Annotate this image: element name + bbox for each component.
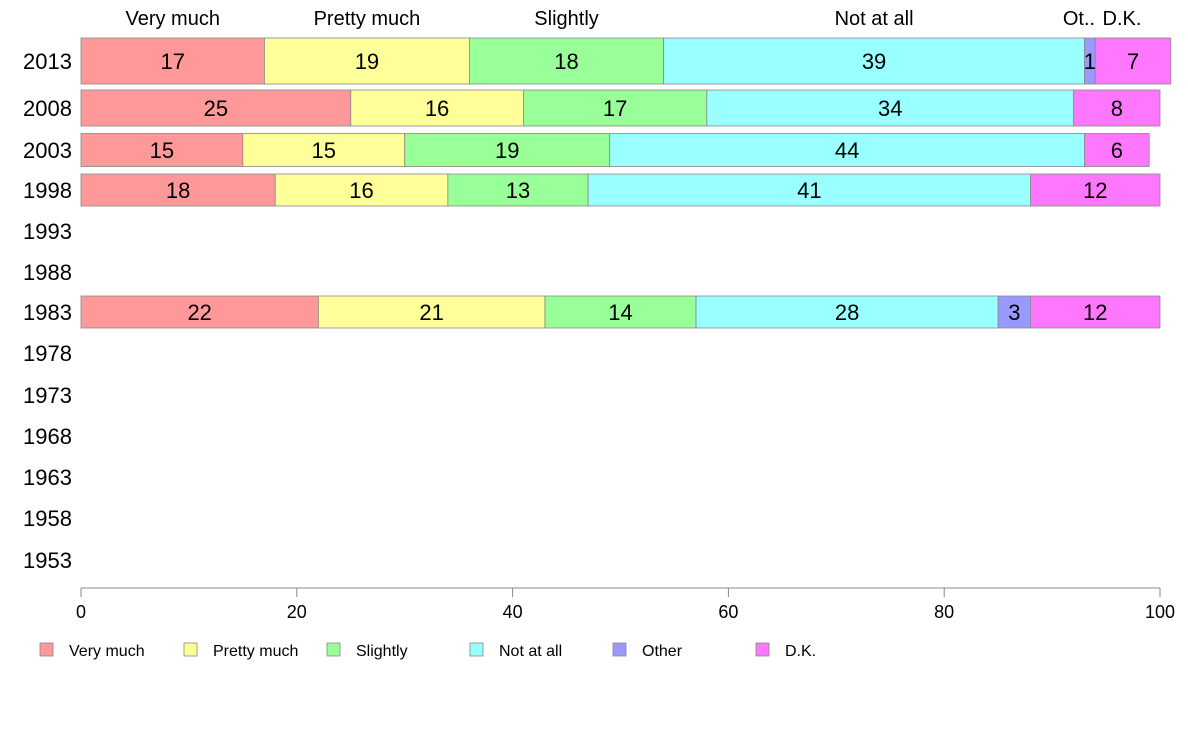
bar-segment (350, 89, 524, 127)
legend-swatch (469, 642, 484, 657)
year-label: 1973 (23, 383, 72, 408)
bar-segment (469, 37, 665, 85)
x-tick-label: 40 (503, 602, 523, 622)
top-column-label: Pretty much (314, 8, 421, 30)
bar-value-label: 21 (419, 300, 443, 325)
top-column-label: Very much (125, 8, 219, 30)
bar-value-label: 18 (166, 178, 190, 203)
year-label: 1968 (23, 424, 72, 449)
bar-value-label: 44 (835, 138, 859, 163)
x-tick-label: 60 (718, 602, 738, 622)
legend-label: Other (642, 643, 683, 660)
bar-value-label: 28 (835, 300, 859, 325)
year-label: 1963 (23, 465, 72, 490)
bar-value-label: 19 (495, 138, 519, 163)
legend-label: Not at all (499, 643, 562, 660)
year-label: 1983 (23, 300, 72, 325)
legend-label: Pretty much (213, 643, 298, 660)
top-column-label: Not at all (835, 8, 914, 30)
x-tick-label: 20 (287, 602, 307, 622)
legend-label: Slightly (356, 643, 408, 660)
bar-value-label: 7 (1127, 49, 1139, 74)
bar-segment (1073, 89, 1161, 127)
bar-value-label: 34 (878, 96, 902, 121)
x-tick-label: 80 (934, 602, 954, 622)
bar-segment (242, 133, 406, 167)
bar-segment (522, 89, 708, 127)
bar-value-label: 14 (608, 300, 632, 325)
bar-segment (706, 89, 1075, 127)
bar-segment (1030, 173, 1161, 207)
bar-segment (80, 37, 265, 85)
legend-label: Very much (69, 643, 145, 660)
year-label: 1978 (23, 341, 72, 366)
legend-label: D.K. (785, 643, 816, 660)
bar-value-label: 1 (1084, 49, 1096, 74)
bar-segment (663, 37, 1085, 85)
bar-segment (1094, 37, 1172, 85)
year-label: 1993 (23, 219, 72, 244)
bar-value-label: 16 (425, 96, 449, 121)
bar-segment (1084, 133, 1150, 167)
legend-swatch (755, 642, 770, 657)
bar-segment (317, 295, 546, 329)
bar-value-label: 15 (150, 138, 174, 163)
bar-segment (80, 133, 244, 167)
bar-segment (997, 295, 1031, 329)
bar-value-label: 6 (1111, 138, 1123, 163)
top-column-label: D.K. (1103, 8, 1142, 30)
bar-value-label: 17 (160, 49, 184, 74)
bar-segment (404, 133, 611, 167)
legend-swatch (326, 642, 341, 657)
bar-value-label: 12 (1083, 300, 1107, 325)
bar-value-label: 15 (312, 138, 336, 163)
bar-segment (80, 89, 352, 127)
year-label: 2008 (23, 96, 72, 121)
legend-swatch (183, 642, 198, 657)
top-column-label: Slightly (534, 8, 598, 30)
year-label: 1953 (23, 548, 72, 573)
year-label: 2003 (23, 138, 72, 163)
bar-segment (264, 37, 470, 85)
bar-value-label: 13 (506, 178, 530, 203)
year-label: 2013 (23, 49, 72, 74)
top-column-label: Ot.. (1063, 8, 1095, 30)
bar-value-label: 12 (1083, 178, 1107, 203)
year-label: 1998 (23, 178, 72, 203)
year-label: 1958 (23, 506, 72, 531)
bar-segment (609, 133, 1085, 167)
bar-value-label: 41 (797, 178, 821, 203)
year-label: 1988 (23, 260, 72, 285)
x-tick-label: 0 (76, 602, 86, 622)
bar-segment (1030, 295, 1161, 329)
x-tick-label: 100 (1145, 602, 1175, 622)
legend-swatch (612, 642, 627, 657)
bar-value-label: 3 (1008, 300, 1020, 325)
bar-value-label: 18 (554, 49, 578, 74)
bar-segment (695, 295, 999, 329)
bar-value-label: 25 (204, 96, 228, 121)
bar-value-label: 8 (1111, 96, 1123, 121)
bar-segment (587, 173, 1031, 207)
bar-value-label: 16 (349, 178, 373, 203)
bar-segment (447, 173, 589, 207)
bar-value-label: 39 (862, 49, 886, 74)
bar-value-label: 22 (187, 300, 211, 325)
bar-value-label: 17 (603, 96, 627, 121)
bar-value-label: 19 (355, 49, 379, 74)
legend-swatch (39, 642, 54, 657)
